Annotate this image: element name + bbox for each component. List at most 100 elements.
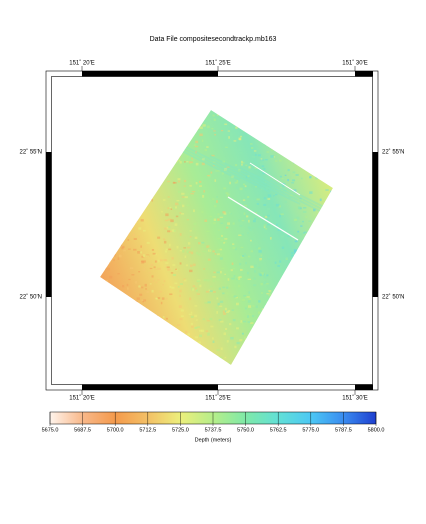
texture: [140, 245, 142, 248]
texture: [185, 264, 189, 267]
texture: [301, 199, 304, 202]
texture: [193, 209, 195, 213]
texture: [157, 259, 160, 263]
texture: [266, 207, 271, 211]
texture: [167, 196, 170, 198]
texture: [247, 300, 251, 303]
texture: [138, 227, 142, 230]
texture: [206, 320, 211, 322]
texture: [279, 175, 282, 178]
texture: [216, 349, 220, 351]
texture: [239, 262, 242, 266]
texture: [216, 311, 218, 314]
texture: [241, 298, 246, 302]
texture: [235, 302, 239, 306]
texture: [216, 200, 218, 203]
texture: [243, 294, 247, 297]
texture: [255, 246, 259, 249]
texture: [154, 253, 157, 256]
texture: [293, 249, 298, 252]
texture: [258, 300, 261, 303]
texture: [201, 139, 204, 143]
texture: [305, 216, 308, 218]
texture: [127, 287, 129, 290]
texture: [169, 206, 172, 209]
texture: [275, 193, 278, 196]
texture: [180, 315, 184, 318]
texture: [263, 224, 267, 227]
lat-label: 22˚ 55'N: [20, 149, 43, 156]
texture: [211, 154, 215, 157]
texture: [237, 284, 241, 288]
texture: [154, 260, 157, 263]
texture: [184, 255, 187, 259]
texture: [248, 305, 252, 308]
texture: [142, 301, 145, 303]
texture: [247, 172, 250, 175]
texture: [131, 274, 135, 276]
texture: [149, 283, 152, 285]
texture: [290, 255, 294, 257]
texture: [146, 291, 150, 293]
texture: [242, 199, 246, 202]
texture: [227, 222, 231, 225]
texture: [173, 181, 177, 184]
texture: [222, 292, 225, 295]
texture: [256, 147, 260, 149]
texture: [166, 227, 169, 229]
texture: [228, 310, 231, 312]
texture: [204, 251, 207, 253]
texture: [236, 327, 239, 330]
texture: [192, 191, 196, 193]
texture: [252, 305, 255, 307]
texture: [179, 212, 182, 214]
texture: [165, 297, 168, 300]
texture: [239, 187, 243, 191]
texture: [207, 333, 210, 336]
texture: [220, 320, 224, 323]
texture: [212, 276, 216, 278]
texture: [199, 284, 202, 288]
texture: [274, 261, 277, 264]
texture: [213, 161, 216, 163]
texture: [186, 204, 190, 207]
texture: [106, 267, 110, 271]
texture: [241, 161, 245, 164]
texture: [170, 219, 174, 223]
texture: [191, 157, 193, 160]
texture: [206, 146, 209, 148]
texture: [224, 238, 228, 240]
texture: [270, 155, 274, 158]
texture: [207, 332, 210, 334]
texture: [222, 121, 225, 124]
texture: [292, 179, 296, 182]
texture: [235, 126, 238, 129]
texture: [273, 156, 276, 158]
texture: [295, 220, 298, 223]
texture: [293, 189, 297, 193]
texture: [186, 160, 189, 163]
texture: [195, 162, 199, 166]
texture: [264, 215, 268, 218]
texture: [218, 229, 220, 231]
texture: [233, 295, 237, 298]
texture: [242, 255, 245, 257]
texture: [255, 212, 257, 214]
texture: [233, 140, 237, 142]
texture: [250, 322, 254, 325]
texture: [204, 219, 208, 222]
texture: [133, 237, 137, 240]
texture: [250, 265, 254, 269]
texture: [276, 223, 278, 226]
texture: [255, 305, 258, 309]
texture: [179, 250, 183, 252]
texture: [190, 264, 193, 267]
texture: [255, 204, 258, 207]
lon-label: 151˚ 30'E: [342, 60, 368, 67]
texture: [220, 239, 223, 242]
texture: [188, 313, 193, 316]
texture: [281, 177, 284, 180]
texture: [236, 166, 240, 169]
texture: [252, 315, 255, 318]
texture: [177, 178, 181, 181]
